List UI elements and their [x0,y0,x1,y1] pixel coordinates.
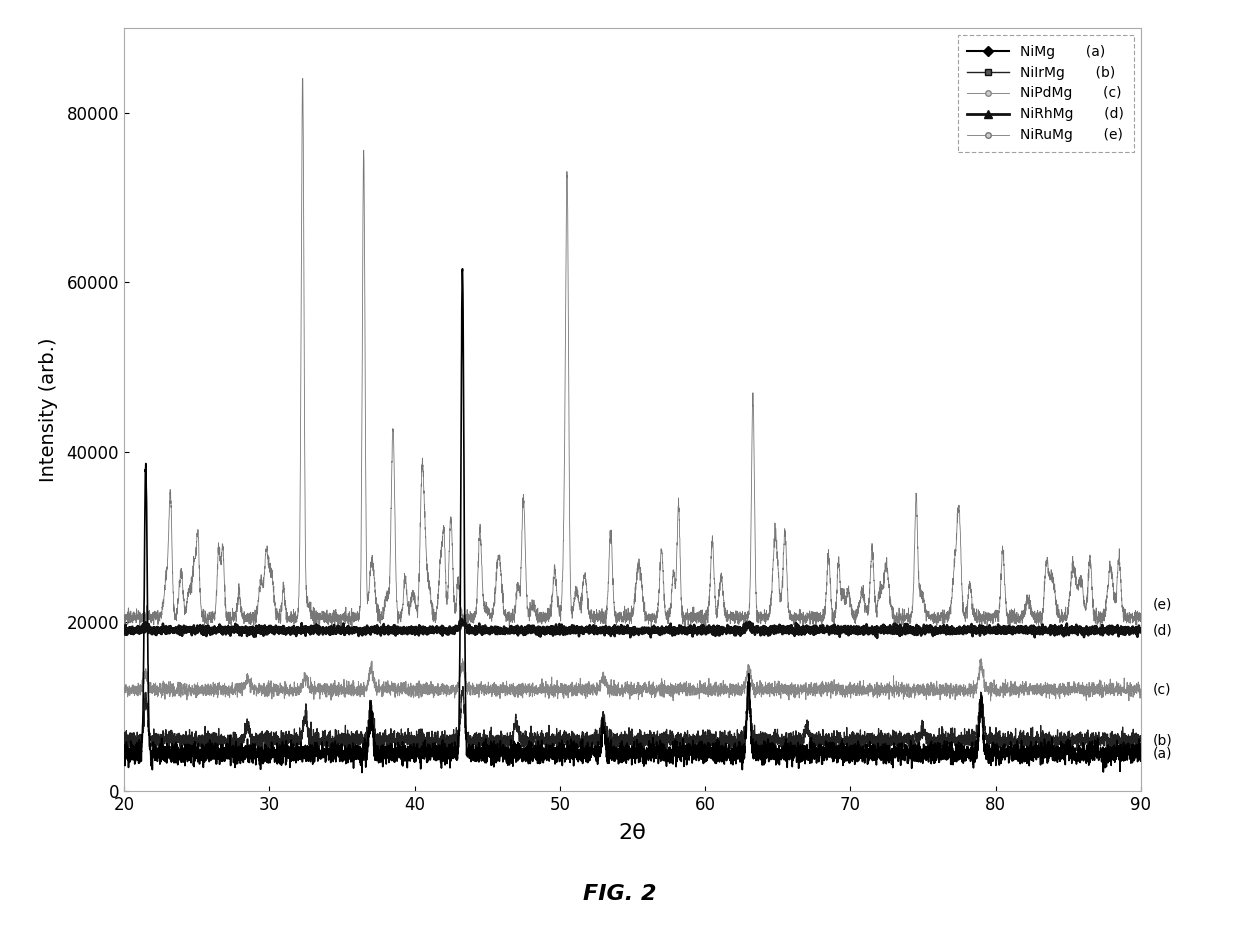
Text: (a): (a) [1152,746,1172,760]
X-axis label: 2θ: 2θ [619,823,646,843]
Y-axis label: Intensity (arb.): Intensity (arb.) [40,337,58,482]
Text: FIG. 2: FIG. 2 [583,884,657,904]
Text: (d): (d) [1152,623,1172,637]
Text: (e): (e) [1152,598,1172,612]
Text: (c): (c) [1152,682,1171,696]
Text: (b): (b) [1152,734,1172,748]
Legend: NiMg       (a), NiIrMg       (b), NiPdMg       (c), NiRhMg       (d), NiRuMg    : NiMg (a), NiIrMg (b), NiPdMg (c), NiRhMg… [957,34,1133,152]
